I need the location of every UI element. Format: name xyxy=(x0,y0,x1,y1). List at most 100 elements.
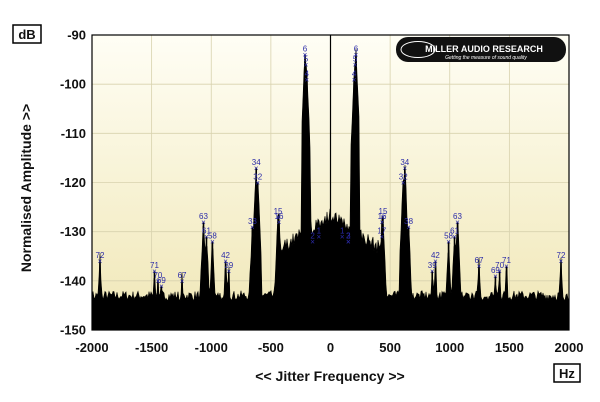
marker-cross: × xyxy=(180,277,185,286)
marker-cross: × xyxy=(204,233,209,242)
marker-cross: × xyxy=(98,257,103,266)
harmonic-markers: ×72×71×70×69 ×67×63×61×58×42×39×33×34×32×… xyxy=(96,45,566,291)
marker-cross: × xyxy=(303,51,308,60)
harmonic-marker: ×16 xyxy=(378,212,387,227)
harmonic-label: 5 xyxy=(304,55,309,64)
x-tick-label: 500 xyxy=(379,340,401,355)
marker-cross: × xyxy=(452,233,457,242)
harmonic-label: 16 xyxy=(378,212,387,221)
marker-cross: × xyxy=(352,75,357,84)
harmonic-label: 4 xyxy=(352,69,357,78)
harmonic-label: 70 xyxy=(495,261,504,270)
harmonic-label: 1 xyxy=(317,227,322,236)
harmonic-marker: ×63 xyxy=(453,212,462,227)
harmonic-label: 34 xyxy=(252,158,261,167)
harmonic-marker: ×42 xyxy=(221,251,230,266)
y-tick-label: -150 xyxy=(60,323,86,338)
marker-cross: × xyxy=(276,213,281,222)
harmonic-label: 1 xyxy=(340,227,345,236)
marker-cross: × xyxy=(346,238,351,247)
marker-cross: × xyxy=(346,238,351,247)
x-unit-label: Hz xyxy=(559,366,575,381)
marker-cross: × xyxy=(504,262,509,271)
x-tick-label: 1500 xyxy=(495,340,524,355)
marker-cross: × xyxy=(379,233,384,242)
harmonic-marker: ×5 xyxy=(304,55,309,70)
harmonic-label: 17 xyxy=(377,227,386,236)
marker-cross: × xyxy=(380,218,385,227)
x-tick-label: -500 xyxy=(258,340,284,355)
marker-cross: × xyxy=(430,267,435,276)
harmonic-marker: ×70 xyxy=(495,261,504,276)
harmonic-marker: ×17 xyxy=(377,227,386,242)
harmonic-marker: ×42 xyxy=(431,251,440,266)
marker-cross: × xyxy=(433,257,438,266)
harmonic-label: 61 xyxy=(450,227,459,236)
harmonic-label: 6 xyxy=(354,45,359,54)
marker-cross: × xyxy=(455,218,460,227)
harmonic-marker: ×61 xyxy=(202,227,211,242)
harmonic-marker: ×2 xyxy=(310,232,315,247)
harmonic-marker: ×33 xyxy=(248,217,257,232)
harmonic-label: 32 xyxy=(399,173,408,182)
harmonic-label: 70 xyxy=(153,271,162,280)
marker-cross: × xyxy=(497,267,502,276)
harmonic-marker: ×15 xyxy=(274,207,283,222)
x-tick-label: 0 xyxy=(327,340,334,355)
marker-cross: × xyxy=(340,233,345,242)
brand-logo: MILLER AUDIO RESEARCH Getting the measur… xyxy=(396,37,566,62)
y-tick-label: -120 xyxy=(60,175,86,190)
marker-cross: × xyxy=(226,267,231,276)
harmonic-marker: ×39 xyxy=(428,261,437,276)
harmonic-marker: ×1 xyxy=(316,227,321,242)
harmonic-marker: ×34 xyxy=(252,158,261,173)
marker-cross: × xyxy=(401,179,406,188)
harmonic-label: 63 xyxy=(199,212,208,221)
brand-tagline: Getting the measure of sound quality xyxy=(445,55,527,61)
marker-cross: × xyxy=(316,233,321,242)
harmonic-label: 2 xyxy=(346,232,351,241)
marker-cross: × xyxy=(310,238,315,247)
harmonic-marker: ×71 xyxy=(150,261,159,276)
harmonic-marker: ×34 xyxy=(400,158,409,173)
harmonic-marker: ×32 xyxy=(399,173,408,188)
y-tick-label: -110 xyxy=(61,126,86,141)
marker-cross: × xyxy=(354,51,359,60)
marker-cross: × xyxy=(250,223,255,232)
harmonic-label: 63 xyxy=(453,212,462,221)
harmonic-marker: ×3 xyxy=(346,232,351,247)
y-axis-title: Normalised Amplitude >> xyxy=(18,104,34,272)
harmonic-label: 69 xyxy=(491,266,500,275)
marker-cross: × xyxy=(152,267,157,276)
marker-cross: × xyxy=(304,61,309,70)
harmonic-label: 69 xyxy=(157,276,166,285)
harmonic-label: 2 xyxy=(310,232,315,241)
harmonic-label: 16 xyxy=(275,212,284,221)
marker-cross: × xyxy=(381,213,386,222)
marker-cross: × xyxy=(210,238,215,247)
harmonic-label: 39 xyxy=(224,261,233,270)
x-axis-title: << Jitter Frequency >> xyxy=(255,368,404,384)
x-tick-label: 1000 xyxy=(435,340,464,355)
y-tick-label: -90 xyxy=(67,28,86,43)
harmonic-label: 42 xyxy=(221,251,230,260)
harmonic-label: 4 xyxy=(305,69,310,78)
marker-cross: × xyxy=(201,218,206,227)
marker-cross: × xyxy=(156,277,161,286)
harmonic-marker: ×4 xyxy=(305,69,310,84)
harmonic-marker: ×16 xyxy=(275,212,284,227)
marker-cross: × xyxy=(446,238,451,247)
brand-name: MILLER AUDIO RESEARCH xyxy=(425,44,543,54)
y-tick-labels: -90 -100 -110 -120 -130 -140 -150 xyxy=(60,28,86,338)
harmonic-label: 72 xyxy=(96,251,105,260)
harmonic-marker: ×39 xyxy=(224,261,233,276)
marker-cross: × xyxy=(223,257,228,266)
harmonic-marker: ×69 xyxy=(157,276,166,291)
harmonic-label: 34 xyxy=(400,158,409,167)
harmonic-marker: ×38 xyxy=(404,217,413,232)
y-tick-label: -130 xyxy=(60,224,86,239)
x-tick-label: -1500 xyxy=(135,340,168,355)
harmonic-marker: ×67 xyxy=(475,256,484,271)
harmonic-label: 33 xyxy=(248,217,257,226)
x-tick-label: -1000 xyxy=(195,340,228,355)
